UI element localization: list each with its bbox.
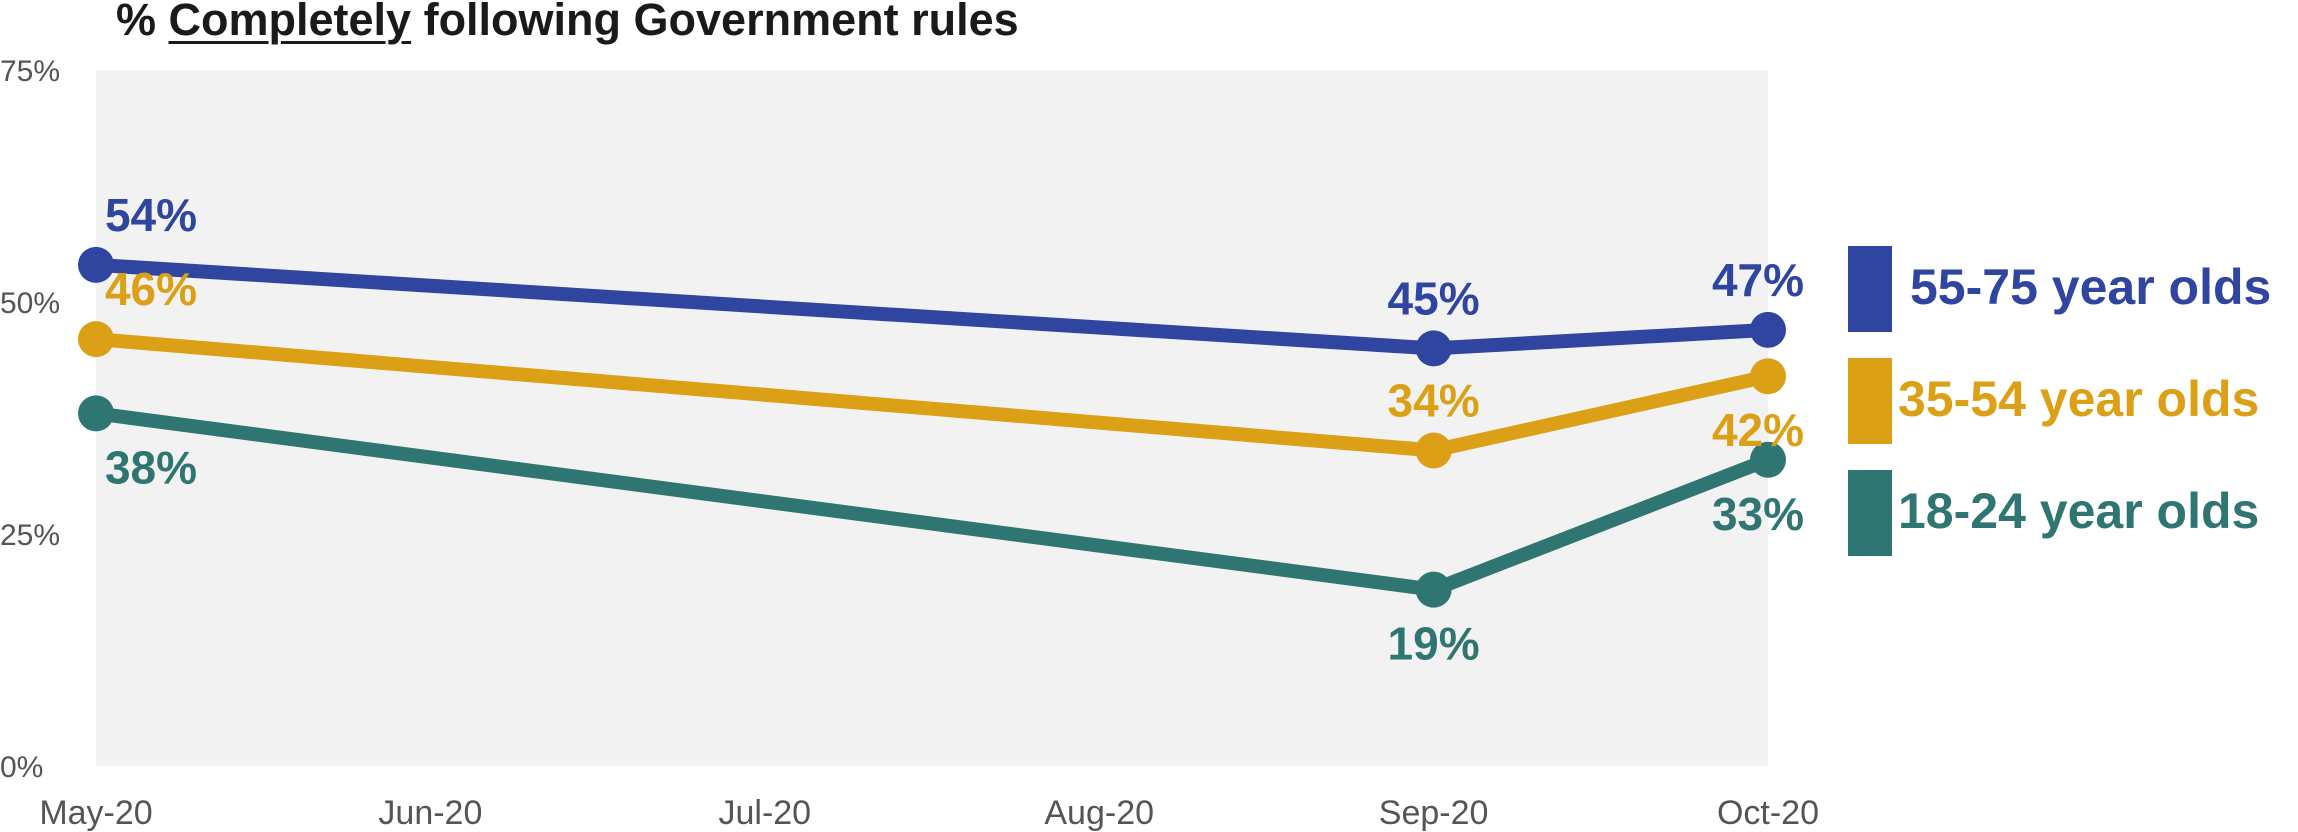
data-point <box>78 246 114 283</box>
data-labels: 54% 45% 47% 46% 34% 42% 38% 19% 33% <box>105 189 1804 670</box>
data-point <box>78 321 114 358</box>
title-prefix: % <box>116 0 169 45</box>
data-point <box>1415 330 1452 367</box>
legend-swatch <box>1848 470 1892 556</box>
data-label: 42% <box>1712 404 1804 456</box>
title-suffix: following Government rules <box>411 0 1019 45</box>
x-tick-label: May-20 <box>39 794 152 832</box>
y-tick-label: 50% <box>0 287 60 320</box>
y-tick-label: 75% <box>0 55 60 88</box>
data-point <box>1415 571 1452 608</box>
x-axis: May-20 Jun-20 Jul-20 Aug-20 Sep-20 Oct-20 <box>39 794 1819 832</box>
y-tick-label: 0% <box>0 751 43 784</box>
title-emphasis: Completely <box>168 0 412 45</box>
legend-label: 18-24 year olds <box>1898 483 2260 539</box>
y-tick-label: 25% <box>0 519 60 552</box>
data-label: 47% <box>1712 254 1804 306</box>
data-label: 38% <box>105 441 197 493</box>
data-point <box>1415 432 1452 469</box>
x-tick-label: Oct-20 <box>1717 794 1819 832</box>
legend-swatch <box>1848 358 1892 444</box>
data-point <box>1750 311 1786 348</box>
x-tick-label: Jul-20 <box>718 794 811 832</box>
data-label: 34% <box>1388 374 1480 426</box>
data-label: 19% <box>1388 618 1480 670</box>
plot-area <box>96 70 1768 766</box>
legend-label: 35-54 year olds <box>1898 371 2260 427</box>
data-label: 45% <box>1388 272 1480 324</box>
data-label: 33% <box>1712 488 1804 540</box>
y-axis: 0% 25% 50% 75% <box>0 55 60 784</box>
data-label: 54% <box>105 189 197 241</box>
data-label: 46% <box>105 263 197 315</box>
series-points <box>78 246 1786 608</box>
x-tick-label: Aug-20 <box>1044 794 1154 832</box>
x-tick-label: Sep-20 <box>1379 794 1489 832</box>
legend-label: 55-75 year olds <box>1910 259 2272 315</box>
data-point <box>1750 358 1786 395</box>
x-tick-label: Jun-20 <box>378 794 482 832</box>
data-point <box>1750 441 1786 478</box>
chart-title: % Completely following Government rules <box>116 0 1019 46</box>
legend-swatch <box>1848 246 1892 332</box>
data-point <box>78 395 114 432</box>
